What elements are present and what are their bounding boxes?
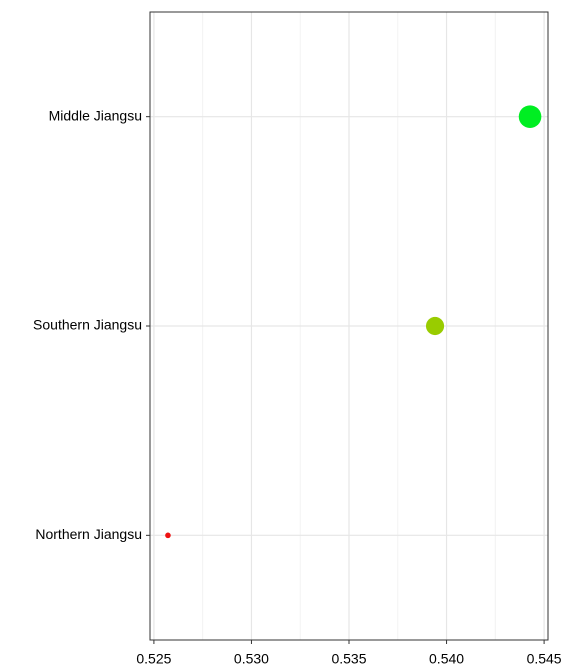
y-tick-label: Southern Jiangsu — [33, 317, 142, 333]
x-tick-label: 0.540 — [429, 651, 464, 667]
marks — [165, 105, 542, 539]
y-tick-label: Middle Jiangsu — [49, 107, 142, 123]
dot — [518, 105, 542, 128]
x-tick-label: 0.530 — [234, 651, 269, 667]
x-tick-label: 0.525 — [136, 651, 171, 667]
y-tick-label: Northern Jiangsu — [35, 526, 142, 542]
x-tick-label: 0.545 — [527, 651, 562, 667]
grid — [150, 12, 548, 640]
dot — [165, 532, 171, 539]
x-tick-label: 0.535 — [331, 651, 366, 667]
dot — [425, 316, 445, 336]
